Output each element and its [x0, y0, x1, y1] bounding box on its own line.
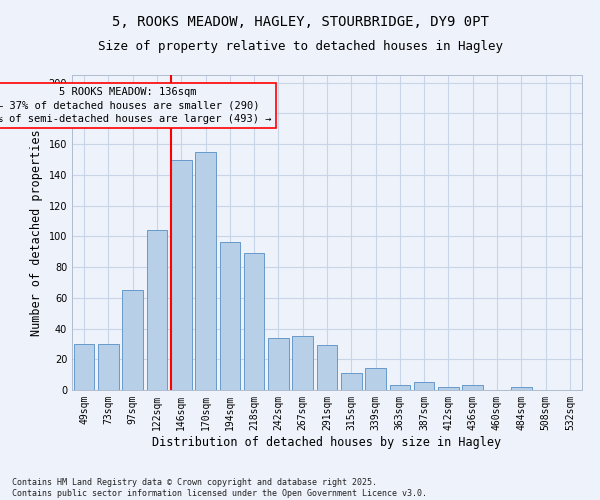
Text: Size of property relative to detached houses in Hagley: Size of property relative to detached ho…: [97, 40, 503, 53]
Bar: [195, 152, 216, 390]
Bar: [511, 387, 532, 390]
Text: Contains HM Land Registry data © Crown copyright and database right 2025.
Contai: Contains HM Land Registry data © Crown c…: [12, 478, 427, 498]
Text: 5, ROOKS MEADOW, HAGLEY, STOURBRIDGE, DY9 0PT: 5, ROOKS MEADOW, HAGLEY, STOURBRIDGE, DY…: [112, 15, 488, 29]
Bar: [74, 344, 94, 390]
Bar: [146, 230, 167, 390]
Bar: [244, 253, 265, 390]
Bar: [414, 382, 434, 390]
X-axis label: Distribution of detached houses by size in Hagley: Distribution of detached houses by size …: [152, 436, 502, 448]
Bar: [220, 242, 240, 390]
Text: 5 ROOKS MEADOW: 136sqm
← 37% of detached houses are smaller (290)
63% of semi-de: 5 ROOKS MEADOW: 136sqm ← 37% of detached…: [0, 88, 272, 124]
Y-axis label: Number of detached properties: Number of detached properties: [30, 129, 43, 336]
Bar: [292, 336, 313, 390]
Bar: [171, 160, 191, 390]
Bar: [98, 344, 119, 390]
Bar: [463, 386, 483, 390]
Bar: [438, 387, 459, 390]
Bar: [365, 368, 386, 390]
Bar: [317, 346, 337, 390]
Bar: [268, 338, 289, 390]
Bar: [341, 373, 362, 390]
Bar: [122, 290, 143, 390]
Bar: [389, 386, 410, 390]
